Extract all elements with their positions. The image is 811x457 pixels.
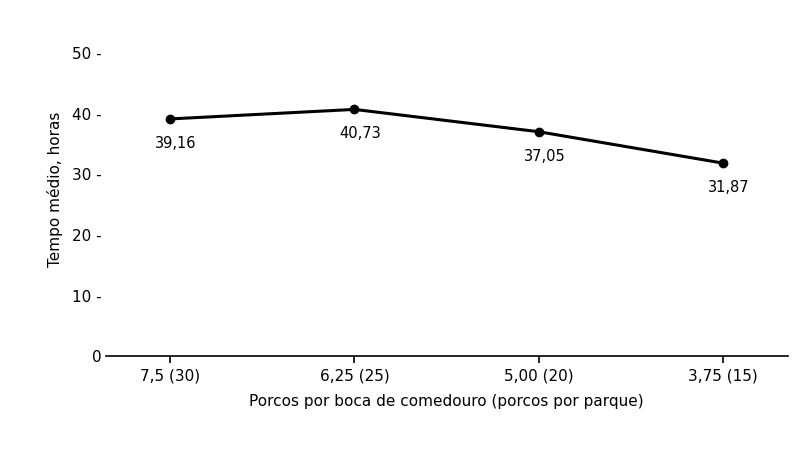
Text: 39,16: 39,16 <box>155 136 196 151</box>
Y-axis label: Tempo médio, horas: Tempo médio, horas <box>47 112 63 267</box>
X-axis label: Porcos por boca de comedouro (porcos por parque): Porcos por boca de comedouro (porcos por… <box>249 394 643 409</box>
Text: 40,73: 40,73 <box>339 127 381 141</box>
Text: 31,87: 31,87 <box>707 180 749 195</box>
Text: 37,05: 37,05 <box>523 149 565 164</box>
